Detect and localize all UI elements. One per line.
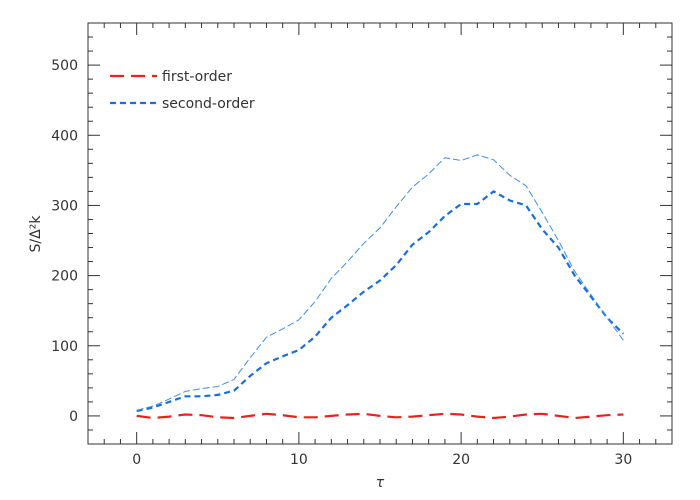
y-tick-label: 500 bbox=[51, 58, 78, 74]
series-line-thin bbox=[136, 154, 624, 411]
y-tick-label: 100 bbox=[51, 339, 78, 355]
x-tick-label: 30 bbox=[614, 452, 632, 468]
series-line-first-order bbox=[136, 412, 624, 420]
x-tick-label: 20 bbox=[452, 452, 470, 468]
series-lines bbox=[136, 154, 625, 420]
y-tick-label: 200 bbox=[51, 269, 78, 285]
y-tick-label: 300 bbox=[51, 198, 78, 214]
x-axis-label: τ bbox=[376, 475, 385, 491]
legend: first-order second-order bbox=[110, 69, 255, 112]
x-tick-label: 10 bbox=[290, 452, 308, 468]
series-line-second-order bbox=[136, 190, 625, 413]
y-tick-label: 0 bbox=[69, 409, 78, 425]
y-axis-label: S/Δ²k bbox=[28, 215, 44, 253]
legend-label-first-order: first-order bbox=[162, 69, 232, 85]
plot-frame bbox=[87, 22, 673, 445]
axis-ticks bbox=[87, 22, 673, 445]
legend-label-second-order: second-order bbox=[162, 96, 255, 112]
x-tick-label: 0 bbox=[132, 452, 141, 468]
y-tick-label: 400 bbox=[51, 128, 78, 144]
